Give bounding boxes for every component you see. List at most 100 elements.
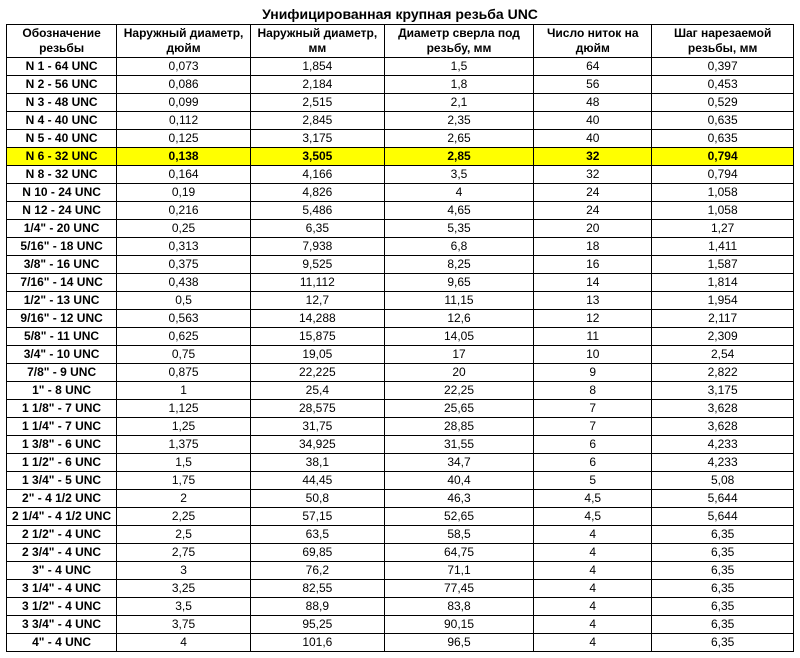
table-cell: N 6 - 32 UNC	[7, 148, 117, 166]
table-cell: 0,112	[117, 112, 251, 130]
table-cell: N 3 - 48 UNC	[7, 94, 117, 112]
table-cell: 1 1/8" - 7 UNC	[7, 400, 117, 418]
table-cell: 6,35	[652, 616, 794, 634]
table-cell: 1,27	[652, 220, 794, 238]
table-row: 3/4" - 10 UNC0,7519,0517102,54	[7, 346, 794, 364]
table-cell: 7/16" - 14 UNC	[7, 274, 117, 292]
table-row: 1 1/2" - 6 UNC1,538,134,764,233	[7, 454, 794, 472]
table-cell: 0,375	[117, 256, 251, 274]
table-cell: 14,288	[250, 310, 384, 328]
table-row: 3" - 4 UNC376,271,146,35	[7, 562, 794, 580]
table-cell: 9,65	[384, 274, 534, 292]
table-cell: 7	[534, 418, 652, 436]
table-cell: 9,525	[250, 256, 384, 274]
table-row: 5/8" - 11 UNC0,62515,87514,05112,309	[7, 328, 794, 346]
table-row: 1/2" - 13 UNC0,512,711,15131,954	[7, 292, 794, 310]
table-cell: 34,7	[384, 454, 534, 472]
table-cell: 1,75	[117, 472, 251, 490]
table-cell: 1,375	[117, 436, 251, 454]
table-row: 3/8" - 16 UNC0,3759,5258,25161,587	[7, 256, 794, 274]
table-cell: 7	[534, 400, 652, 418]
table-cell: 3 1/4" - 4 UNC	[7, 580, 117, 598]
table-row: N 6 - 32 UNC0,1383,5052,85320,794	[7, 148, 794, 166]
table-cell: 1,8	[384, 76, 534, 94]
table-cell: 71,1	[384, 562, 534, 580]
table-cell: 12	[534, 310, 652, 328]
table-cell: 3 1/2" - 4 UNC	[7, 598, 117, 616]
table-cell: 2" - 4 1/2 UNC	[7, 490, 117, 508]
table-cell: 6,35	[250, 220, 384, 238]
table-cell: 2,822	[652, 364, 794, 382]
table-cell: 20	[534, 220, 652, 238]
table-cell: 58,5	[384, 526, 534, 544]
table-cell: 2,25	[117, 508, 251, 526]
table-cell: 1 1/2" - 6 UNC	[7, 454, 117, 472]
table-cell: 3,175	[250, 130, 384, 148]
table-cell: 0,625	[117, 328, 251, 346]
table-cell: N 5 - 40 UNC	[7, 130, 117, 148]
table-row: 3 3/4" - 4 UNC3,7595,2590,1546,35	[7, 616, 794, 634]
table-cell: 4,233	[652, 436, 794, 454]
table-cell: 50,8	[250, 490, 384, 508]
table-cell: 3,75	[117, 616, 251, 634]
col-header-outer-dia-inch: Наружный диаметр, дюйм	[117, 25, 251, 58]
table-cell: 63,5	[250, 526, 384, 544]
table-cell: 2,184	[250, 76, 384, 94]
table-cell: 4	[534, 526, 652, 544]
table-row: 7/8" - 9 UNC0,87522,2252092,822	[7, 364, 794, 382]
table-cell: 4,65	[384, 202, 534, 220]
table-cell: 40	[534, 112, 652, 130]
table-cell: 5/16" - 18 UNC	[7, 238, 117, 256]
table-cell: 0,073	[117, 58, 251, 76]
table-cell: 15,875	[250, 328, 384, 346]
table-cell: 38,1	[250, 454, 384, 472]
table-cell: 17	[384, 346, 534, 364]
table-row: N 8 - 32 UNC0,1644,1663,5320,794	[7, 166, 794, 184]
table-cell: 1,058	[652, 202, 794, 220]
table-cell: 3/4" - 10 UNC	[7, 346, 117, 364]
table-title: Унифицированная крупная резьба UNC	[6, 6, 794, 22]
table-cell: 0,75	[117, 346, 251, 364]
table-row: N 12 - 24 UNC0,2165,4864,65241,058	[7, 202, 794, 220]
table-cell: 14	[534, 274, 652, 292]
table-cell: 1/2" - 13 UNC	[7, 292, 117, 310]
table-cell: 64,75	[384, 544, 534, 562]
table-cell: 4,826	[250, 184, 384, 202]
table-cell: 25,65	[384, 400, 534, 418]
table-cell: N 10 - 24 UNC	[7, 184, 117, 202]
table-cell: 5,35	[384, 220, 534, 238]
table-row: 1 1/8" - 7 UNC1,12528,57525,6573,628	[7, 400, 794, 418]
table-cell: 0,453	[652, 76, 794, 94]
table-row: 3 1/2" - 4 UNC3,588,983,846,35	[7, 598, 794, 616]
table-cell: 0,529	[652, 94, 794, 112]
table-row: 1" - 8 UNC125,422,2583,175	[7, 382, 794, 400]
table-row: 5/16" - 18 UNC0,3137,9386,8181,411	[7, 238, 794, 256]
table-cell: 3,25	[117, 580, 251, 598]
table-cell: 56	[534, 76, 652, 94]
table-cell: 7,938	[250, 238, 384, 256]
table-cell: 2 1/4" - 4 1/2 UNC	[7, 508, 117, 526]
table-cell: 14,05	[384, 328, 534, 346]
table-cell: 4	[384, 184, 534, 202]
table-cell: 0,794	[652, 166, 794, 184]
table-cell: 1,5	[384, 58, 534, 76]
table-cell: 52,65	[384, 508, 534, 526]
table-cell: 6,35	[652, 598, 794, 616]
table-cell: 1,125	[117, 400, 251, 418]
col-header-drill-dia-mm: Диаметр сверла под резьбу, мм	[384, 25, 534, 58]
table-row: 3 1/4" - 4 UNC3,2582,5577,4546,35	[7, 580, 794, 598]
table-cell: 101,6	[250, 634, 384, 652]
table-cell: 3/8" - 16 UNC	[7, 256, 117, 274]
table-cell: 40,4	[384, 472, 534, 490]
table-cell: 0,138	[117, 148, 251, 166]
table-row: 2 1/2" - 4 UNC2,563,558,546,35	[7, 526, 794, 544]
table-cell: 1/4" - 20 UNC	[7, 220, 117, 238]
table-cell: 83,8	[384, 598, 534, 616]
table-row: 4" - 4 UNC4101,696,546,35	[7, 634, 794, 652]
table-cell: 3,628	[652, 400, 794, 418]
table-cell: N 2 - 56 UNC	[7, 76, 117, 94]
table-cell: 2,1	[384, 94, 534, 112]
table-cell: 1,25	[117, 418, 251, 436]
table-row: N 5 - 40 UNC0,1253,1752,65400,635	[7, 130, 794, 148]
table-cell: 32	[534, 148, 652, 166]
